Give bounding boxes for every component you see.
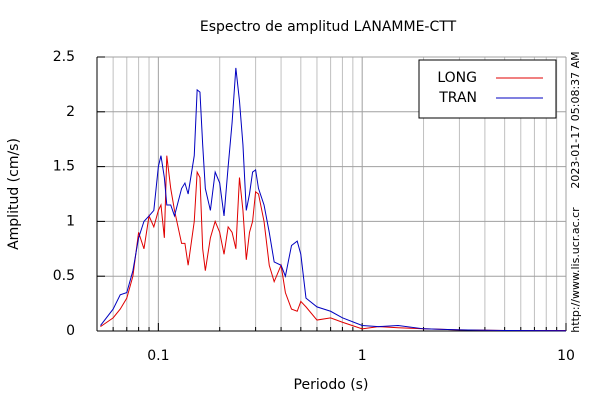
legend-label: LONG <box>437 70 477 86</box>
series-line <box>100 155 567 332</box>
y-tick-label: 0 <box>66 323 75 339</box>
y-tick-label: 2 <box>66 104 75 120</box>
timestamp: 2023-01-17 05:08:37 AM <box>569 51 582 188</box>
chart-title: Espectro de amplitud LANAMME-CTT <box>200 19 457 35</box>
y-tick-label: 1.5 <box>53 159 75 175</box>
y-axis-label: Amplitud (cm/s) <box>6 138 22 250</box>
legend-label: TRAN <box>438 90 477 106</box>
y-tick-label: 0.5 <box>53 268 75 284</box>
x-tick-label: 1 <box>358 348 367 364</box>
url: http://www.lis.ucr.ac.cr <box>569 207 582 333</box>
y-tick-label: 1 <box>66 213 75 229</box>
series-line <box>100 67 567 332</box>
x-tick-label: 0.1 <box>147 348 169 364</box>
legend-box <box>418 59 557 119</box>
y-tick-label: 2.5 <box>53 49 75 65</box>
x-axis-label: Periodo (s) <box>294 377 369 393</box>
x-tick-label: 10 <box>557 348 575 364</box>
